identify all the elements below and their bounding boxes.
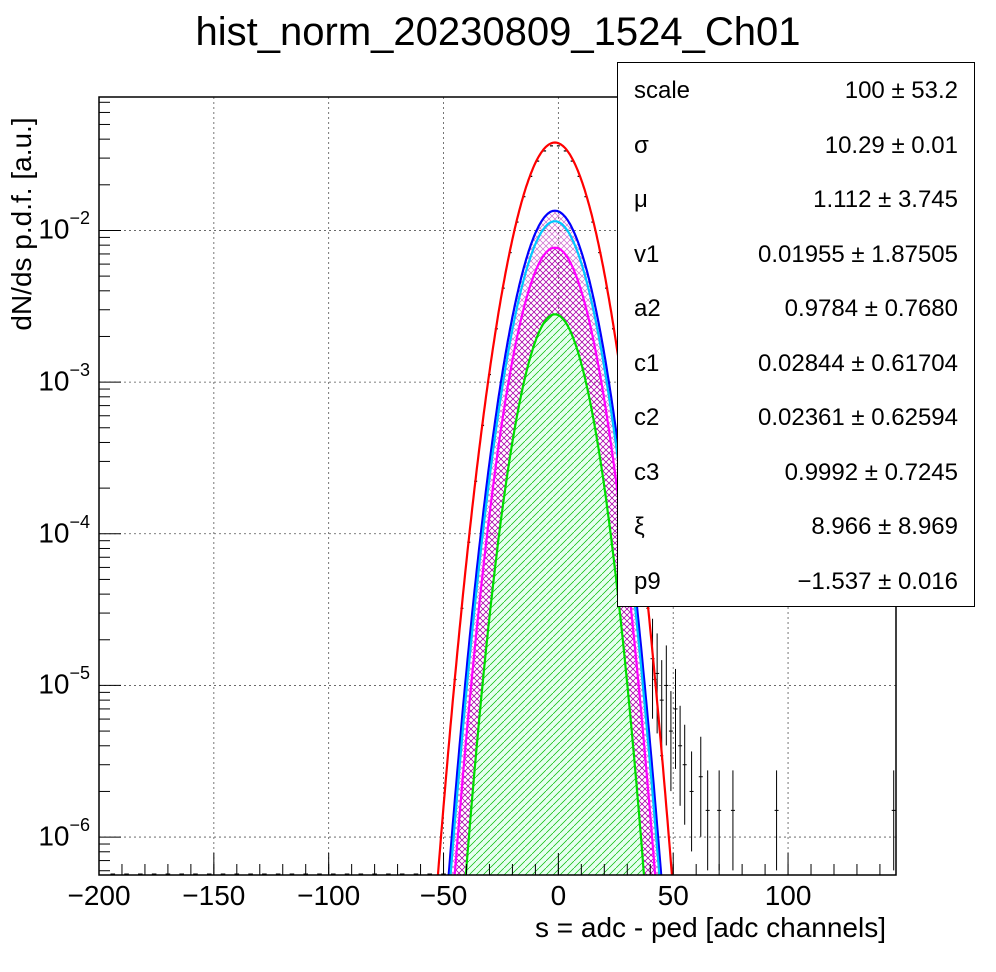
y-tick-base: 10 xyxy=(38,517,70,549)
stat-row: μ 1.112 ± 3.745 xyxy=(618,172,974,226)
stat-value: 8.966 ± 8.969 xyxy=(811,513,958,540)
stat-name: ξ xyxy=(634,513,645,540)
series-curve-3 xyxy=(453,246,657,875)
stat-row: v1 0.01955 ± 1.87505 xyxy=(618,227,974,281)
x-axis-label: s = adc - ped [adc channels] xyxy=(535,912,886,943)
stat-value: 10.29 ± 0.01 xyxy=(824,131,958,159)
series-curve-2 xyxy=(449,220,661,875)
stat-row: a2 0.9784 ± 0.7680 xyxy=(618,281,974,335)
stat-name: a2 xyxy=(634,295,661,322)
y-tick-base: 10 xyxy=(38,668,70,700)
stat-value: 0.02844 ± 0.61704 xyxy=(757,349,958,377)
y-tick-base: 10 xyxy=(38,365,70,397)
stat-row: ξ 8.966 ± 8.969 xyxy=(618,499,974,553)
y-tick-exponent: −3 xyxy=(69,360,90,381)
y-tick-exponent: −5 xyxy=(69,663,90,684)
fit-stats-box: scale 100 ± 53.2 σ 10.29 ± 0.01 μ 1.112 ± 3.7… xyxy=(617,62,975,607)
stat-row: c3 0.9992 ± 0.7245 xyxy=(618,445,974,499)
x-tick-label: −150 xyxy=(182,880,246,911)
x-tick-label: −100 xyxy=(297,880,361,911)
series-curve-1 xyxy=(447,209,663,875)
stat-name: μ xyxy=(634,186,648,213)
stat-name: scale xyxy=(634,77,691,104)
stat-value: 0.01955 ± 1.87505 xyxy=(757,240,958,268)
x-tick-label: −200 xyxy=(67,880,131,911)
stat-row: σ 10.29 ± 0.01 xyxy=(618,118,974,172)
y-tick-label: 10−3 xyxy=(0,360,90,397)
y-tick-label: 10−4 xyxy=(0,512,90,549)
y-tick-base: 10 xyxy=(38,820,70,852)
stat-row: scale 100 ± 53.2 xyxy=(618,63,974,117)
stat-row: c2 0.02361 ± 0.62594 xyxy=(618,390,974,444)
stat-value: −1.537 ± 0.016 xyxy=(797,567,958,595)
stat-name: c3 xyxy=(634,458,660,486)
stat-name: c1 xyxy=(634,349,660,377)
x-tick-label: 0 xyxy=(550,880,567,911)
stat-value: 100 ± 53.2 xyxy=(844,77,958,104)
y-axis-label: dN/ds p.d.f. [a.u.] xyxy=(6,117,37,331)
tick-layer xyxy=(98,101,881,875)
stat-value: 0.9992 ± 0.7245 xyxy=(784,458,958,486)
x-tick-label: 50 xyxy=(657,880,689,911)
stat-name: σ xyxy=(634,131,649,159)
y-tick-base: 10 xyxy=(38,213,70,245)
stat-name: c2 xyxy=(634,404,660,431)
stat-value: 1.112 ± 3.745 xyxy=(813,186,958,213)
y-tick-label: 10−5 xyxy=(0,663,90,700)
stat-value: 0.9784 ± 0.7680 xyxy=(784,295,958,322)
x-tick-label: −50 xyxy=(419,880,468,911)
stat-row: c1 0.02844 ± 0.61704 xyxy=(618,336,974,390)
stat-value: 0.02361 ± 0.62594 xyxy=(757,404,958,431)
y-tick-exponent: −4 xyxy=(69,511,90,532)
x-tick-label: 100 xyxy=(764,880,812,911)
chart-title: hist_norm_20230809_1524_Ch01 xyxy=(195,10,801,54)
series-curve-0 xyxy=(436,141,674,875)
y-tick-label: 10−2 xyxy=(0,208,90,245)
stat-name: p9 xyxy=(634,567,661,595)
y-tick-exponent: −6 xyxy=(69,815,90,836)
stat-row: p9 −1.537 ± 0.016 xyxy=(618,554,974,608)
y-tick-label: 10−6 xyxy=(0,815,90,852)
stat-name: v1 xyxy=(634,240,660,268)
y-tick-exponent: −2 xyxy=(69,208,90,229)
